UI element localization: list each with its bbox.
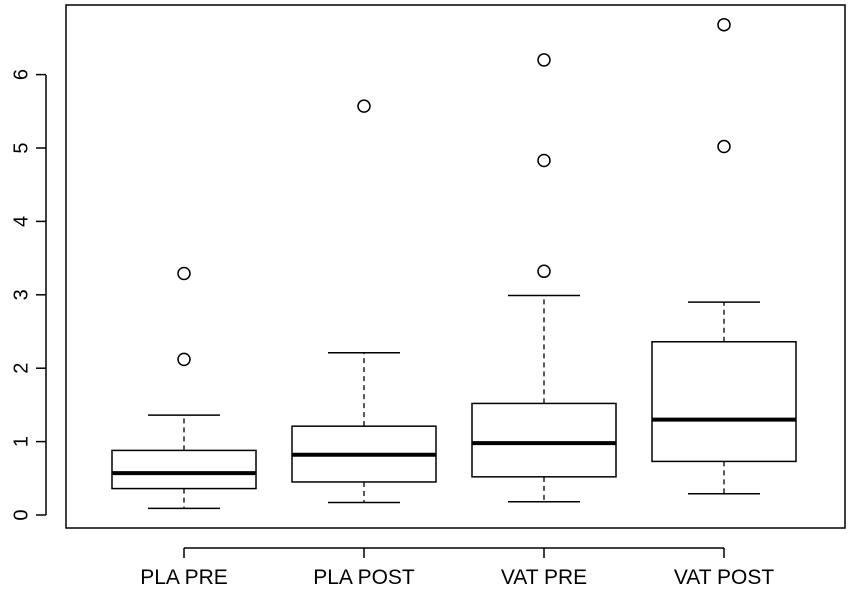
- box-group: [651, 17, 797, 495]
- outlier-point: [177, 352, 191, 367]
- box-iqr: [111, 449, 257, 490]
- y-axis-ticks: 0 1 2 3 4 5 6: [10, 69, 46, 521]
- outlier-point: [537, 264, 551, 279]
- y-tick-label: 0: [10, 509, 32, 520]
- outlier-point: [357, 99, 371, 113]
- outlier-point: [537, 153, 551, 168]
- box-group: [471, 53, 617, 503]
- y-tick-label: 4: [10, 216, 32, 227]
- plot-frame: [65, 4, 846, 529]
- y-tick-label: 6: [10, 69, 32, 80]
- x-tick-label: PLA POST: [313, 566, 415, 589]
- box-iqr: [471, 402, 617, 478]
- x-axis-ticks: PLA PRE PLA POST VAT PRE VAT POST: [140, 548, 774, 589]
- x-tick-label: VAT POST: [674, 566, 775, 589]
- outlier-point: [717, 17, 731, 32]
- y-tick-label: 5: [10, 142, 32, 153]
- boxes-layer: [111, 17, 797, 510]
- box-iqr: [651, 341, 797, 463]
- box-group: [111, 266, 257, 510]
- box-group: [291, 99, 437, 504]
- y-tick-label: 1: [10, 436, 32, 447]
- outlier-point: [717, 139, 731, 154]
- outlier-point: [177, 266, 191, 281]
- y-tick-label: 2: [10, 363, 32, 374]
- outlier-point: [537, 53, 551, 67]
- x-tick-label: PLA PRE: [140, 566, 228, 589]
- x-tick-label: VAT PRE: [501, 566, 587, 589]
- y-tick-label: 3: [10, 289, 32, 300]
